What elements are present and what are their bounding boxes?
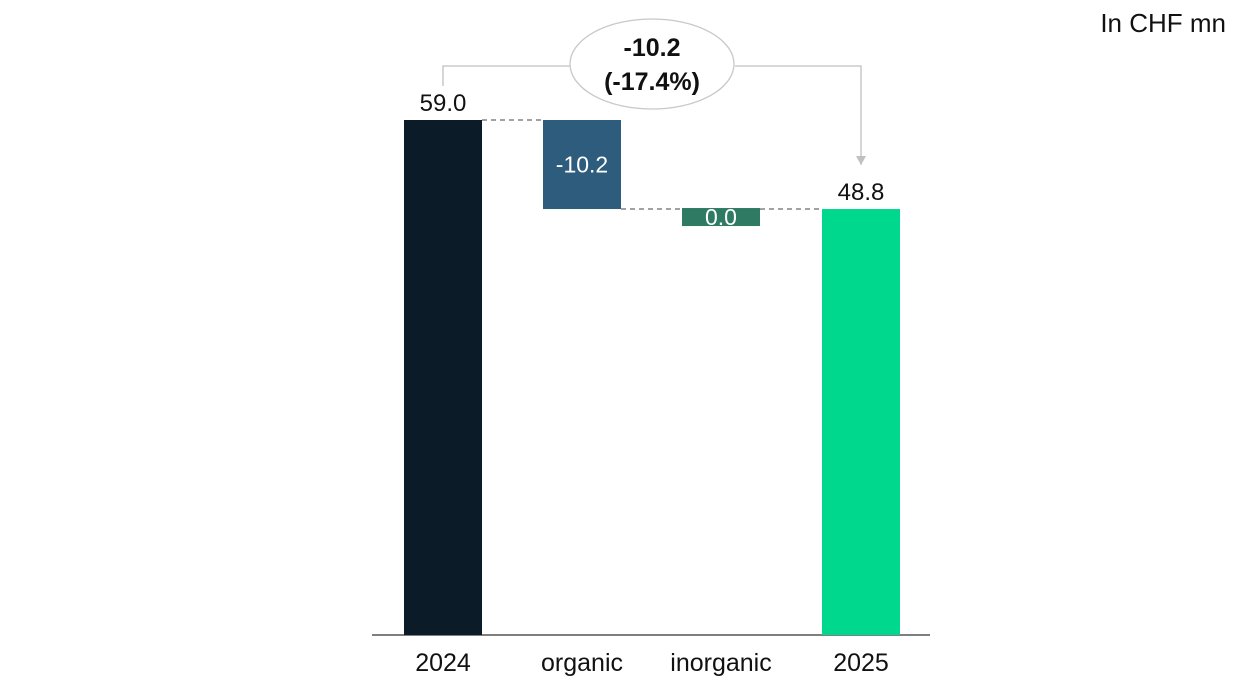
value-label-2024: 59.0 xyxy=(420,90,467,117)
change-bracket-right xyxy=(735,65,862,166)
change-value: -10.2 xyxy=(624,34,681,62)
bar-inorganic xyxy=(682,208,760,227)
bar-2024 xyxy=(404,120,482,635)
change-percent: (-17.4%) xyxy=(604,68,700,96)
change-arrowhead-icon xyxy=(856,156,866,166)
bar-organic xyxy=(543,120,621,210)
change-bracket-left xyxy=(442,65,575,86)
tick-label-inorganic: inorganic xyxy=(670,649,771,677)
value-label-inorganic: 0.0 xyxy=(705,204,737,230)
value-label-2025: 48.8 xyxy=(838,179,885,206)
bar-2025 xyxy=(822,209,900,635)
tick-label-2024: 2024 xyxy=(415,649,471,677)
tick-label-organic: organic xyxy=(541,649,623,677)
unit-label: In CHF mn xyxy=(1100,8,1226,38)
change-bubble xyxy=(569,18,735,110)
value-label-organic: -10.2 xyxy=(556,152,608,178)
tick-label-2025: 2025 xyxy=(833,649,889,677)
